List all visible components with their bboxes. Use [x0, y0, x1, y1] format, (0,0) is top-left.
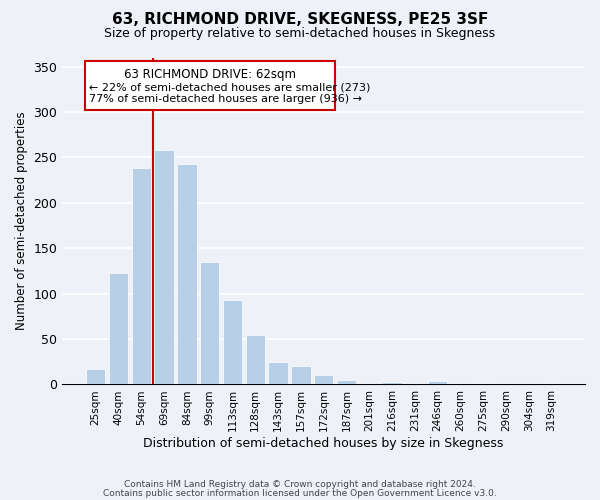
Bar [109, 272, 128, 384]
FancyBboxPatch shape [85, 61, 335, 110]
Bar [382, 382, 402, 384]
Text: 63 RICHMOND DRIVE: 62sqm: 63 RICHMOND DRIVE: 62sqm [124, 68, 296, 82]
Text: ← 22% of semi-detached houses are smaller (273): ← 22% of semi-detached houses are smalle… [89, 82, 371, 92]
Text: Size of property relative to semi-detached houses in Skegness: Size of property relative to semi-detach… [104, 28, 496, 40]
Text: 77% of semi-detached houses are larger (936) →: 77% of semi-detached houses are larger (… [89, 94, 362, 104]
Bar [177, 164, 197, 384]
Bar [245, 334, 265, 384]
Bar [428, 381, 447, 384]
Text: 63, RICHMOND DRIVE, SKEGNESS, PE25 3SF: 63, RICHMOND DRIVE, SKEGNESS, PE25 3SF [112, 12, 488, 28]
Bar [223, 300, 242, 384]
Bar [86, 369, 106, 384]
Text: Contains HM Land Registry data © Crown copyright and database right 2024.: Contains HM Land Registry data © Crown c… [124, 480, 476, 489]
Bar [154, 150, 174, 384]
Bar [131, 168, 151, 384]
X-axis label: Distribution of semi-detached houses by size in Skegness: Distribution of semi-detached houses by … [143, 437, 504, 450]
Bar [473, 382, 493, 384]
Bar [337, 380, 356, 384]
Bar [268, 362, 288, 384]
Bar [314, 376, 334, 384]
Bar [291, 366, 311, 384]
Bar [200, 262, 220, 384]
Text: Contains public sector information licensed under the Open Government Licence v3: Contains public sector information licen… [103, 488, 497, 498]
Y-axis label: Number of semi-detached properties: Number of semi-detached properties [15, 112, 28, 330]
Bar [542, 382, 561, 384]
